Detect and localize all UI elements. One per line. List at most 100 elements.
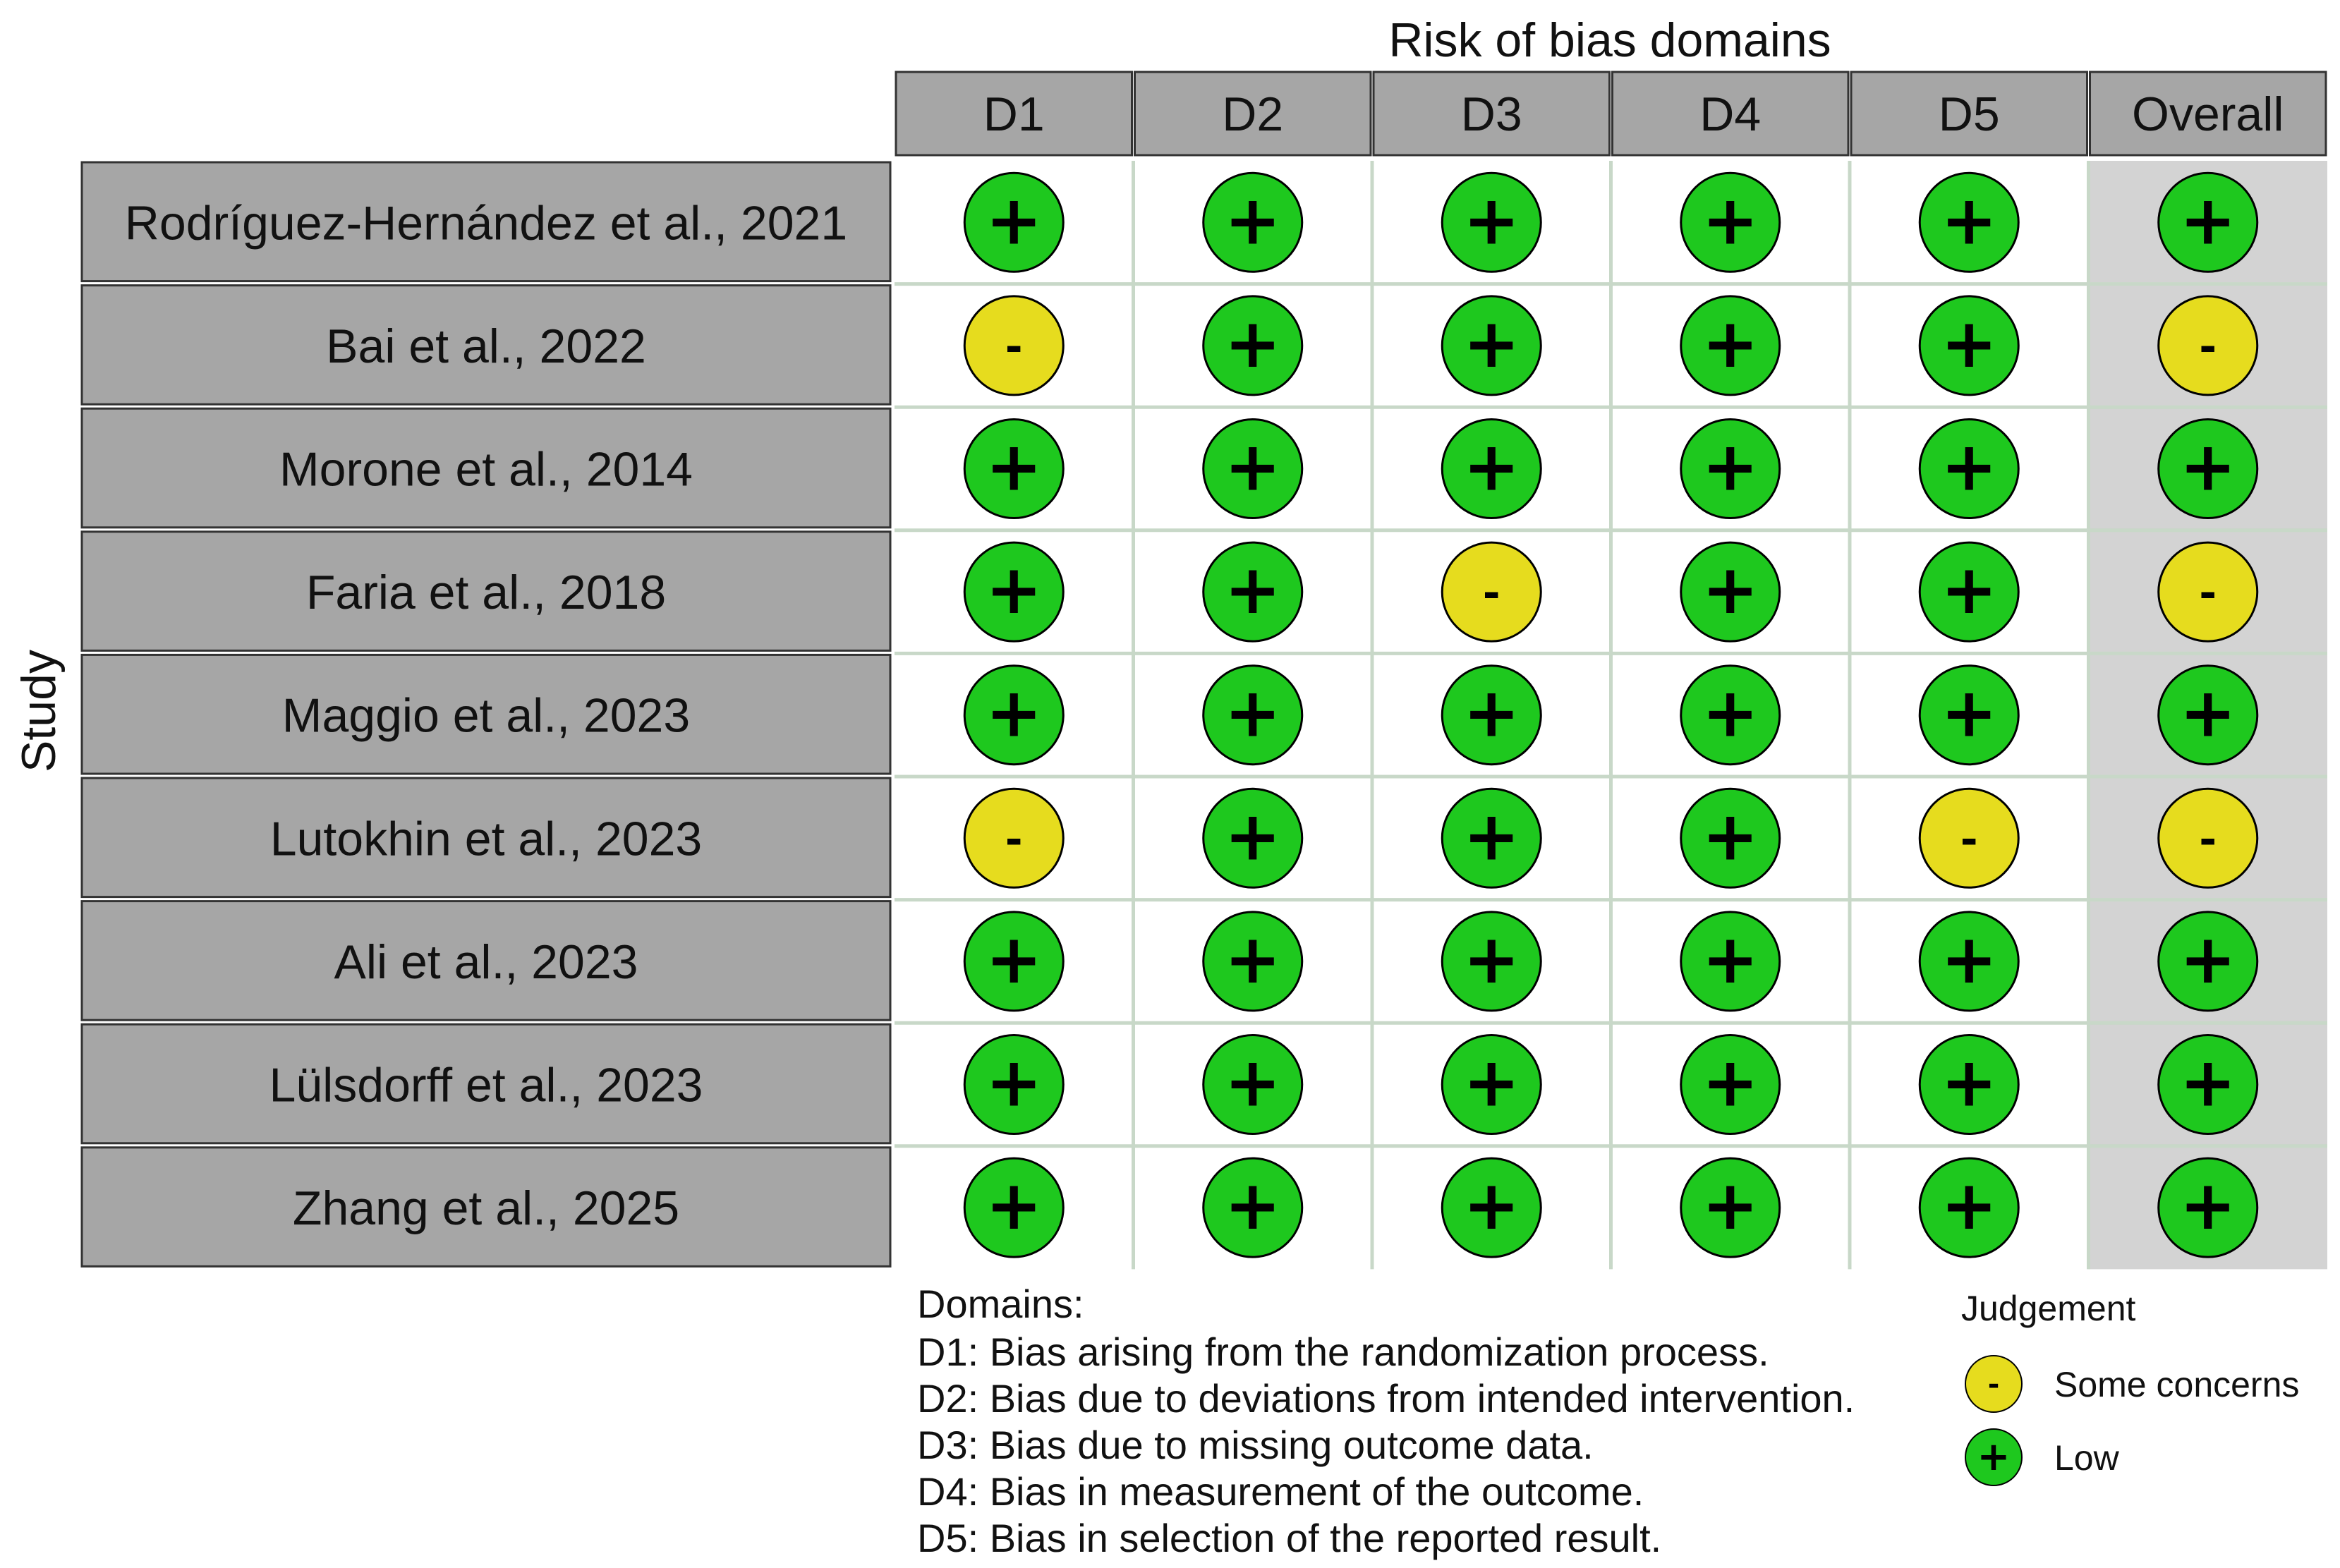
study-label-cell — [80, 1146, 892, 1268]
judgement-symbol: + — [1225, 181, 1281, 260]
study-label: Rodríguez-Hernández et al., 2021 — [125, 196, 847, 250]
judgement-mark-low: + — [963, 541, 1065, 643]
judgement-circle — [1918, 171, 2020, 273]
judgement-symbol: + — [986, 920, 1042, 999]
judgement-symbol: + — [1463, 427, 1520, 506]
judgement-circle — [1918, 1034, 2020, 1135]
judgement-mark-low: + — [1202, 418, 1304, 519]
judgement-symbol: + — [1941, 920, 1997, 999]
study-label: Zhang et al., 2025 — [293, 1181, 679, 1235]
judgement-circle — [1441, 541, 1542, 643]
judgement-mark-low: + — [1441, 787, 1542, 889]
judgement-circle — [1918, 664, 2020, 766]
judgement-mark-low: + — [1202, 911, 1304, 1012]
judgement-circle — [1202, 295, 1304, 396]
judgement-symbol: + — [986, 1166, 1042, 1245]
judgement-circle — [2157, 295, 2259, 396]
judgement-symbol: + — [2180, 1043, 2236, 1122]
judgement-mark-low: + — [1202, 1157, 1304, 1258]
judgement-symbol: + — [1702, 550, 1759, 629]
judgement-mark-low: + — [1680, 664, 1781, 766]
judgement-mark-low: + — [1918, 418, 2020, 519]
judgement-symbol: + — [1941, 1043, 1997, 1122]
judgement-symbol: + — [1702, 427, 1759, 506]
judgement-mark-low: + — [1918, 911, 2020, 1012]
judgement-mark-low: + — [1918, 541, 2020, 643]
judgement-circle — [1441, 911, 1542, 1012]
judgement-legend-label: Low — [2054, 1438, 2120, 1478]
judgement-symbol: + — [2180, 427, 2236, 506]
judgement-mark-low: + — [1202, 295, 1304, 396]
judgement-mark-low: + — [1202, 171, 1304, 273]
study-label: Lutokhin et al., 2023 — [270, 812, 702, 865]
judgement-mark-low: + — [1441, 1157, 1542, 1258]
judgement-circle — [1680, 295, 1781, 396]
judgement-circle — [1441, 1157, 1542, 1258]
judgement-symbol: + — [1941, 181, 1997, 260]
judgement-mark-some: - — [1441, 541, 1542, 643]
judgement-circle — [963, 541, 1065, 643]
judgement-circle — [1680, 1157, 1781, 1258]
judgement-mark-low: + — [1680, 418, 1781, 519]
judgement-circle — [1680, 418, 1781, 519]
judgement-symbol: - — [1005, 322, 1023, 372]
judgement-mark-low: + — [2157, 911, 2259, 1012]
judgement-symbol: + — [1941, 304, 1997, 383]
judgement-symbol: + — [1225, 1043, 1281, 1122]
judgement-mark-low: + — [1441, 911, 1542, 1012]
judgement-mark-low: + — [1680, 1034, 1781, 1135]
y-axis-label: Study — [12, 650, 66, 772]
judgement-circle — [1441, 787, 1542, 889]
judgement-mark-low: + — [1680, 911, 1781, 1012]
judgement-circle — [1202, 664, 1304, 766]
judgement-circle — [2157, 787, 2259, 889]
judgement-mark-low: + — [1202, 787, 1304, 889]
judgement-symbol: + — [2180, 1166, 2236, 1245]
study-label-cell — [80, 530, 892, 652]
judgement-circle — [1918, 541, 2020, 643]
judgement-mark-low: + — [2157, 1034, 2259, 1135]
domain-headers: D1 D2 D3 D4 D5 Overall — [895, 71, 2327, 157]
judgement-circle — [2157, 1034, 2259, 1135]
judgement-symbol: - — [1960, 815, 1978, 864]
judgement-symbol: + — [1225, 427, 1281, 506]
judgement-circle — [1918, 787, 2020, 889]
judgement-legend-label: Some concerns — [2054, 1365, 2299, 1404]
judgement-mark-low: + — [2157, 664, 2259, 766]
judgement-circle — [2157, 664, 2259, 766]
judgement-symbol: + — [1941, 674, 1997, 753]
judgement-circle — [1441, 295, 1542, 396]
judgement-symbol: + — [1702, 304, 1759, 383]
judgement-symbol: + — [986, 427, 1042, 506]
domain-header-cell — [1372, 71, 1611, 157]
judgement-circle — [1918, 911, 2020, 1012]
judgement-mark-low: + — [1680, 295, 1781, 396]
judgement-symbol: + — [1463, 796, 1520, 875]
judgement-symbol: + — [2180, 674, 2236, 753]
judgement-symbol: + — [1941, 550, 1997, 629]
judgement-symbol: - — [2199, 815, 2217, 864]
judgement-circle — [2157, 911, 2259, 1012]
judgement-circle — [2157, 1157, 2259, 1258]
judgement-mark-low: + — [1680, 1157, 1781, 1258]
judgement-symbol: + — [1225, 674, 1281, 753]
judgement-circle — [1680, 664, 1781, 766]
study-label-cell — [80, 1023, 892, 1145]
domains-legend-item: D1: Bias arising from the randomization … — [917, 1330, 1769, 1374]
judgement-symbol: + — [2180, 920, 2236, 999]
judgement-circle — [1202, 418, 1304, 519]
judgement-mark-low: + — [1918, 171, 2020, 273]
study-label: Bai et al., 2022 — [326, 320, 646, 373]
judgement-circle — [2157, 541, 2259, 643]
judgement-circle — [1680, 787, 1781, 889]
judgement-circle — [1918, 1157, 2020, 1258]
judgement-symbol: - — [2199, 569, 2217, 618]
judgement-symbol: + — [1702, 1043, 1759, 1122]
judgement-legend-swatch — [1965, 1355, 2023, 1413]
judgement-mark-low: + — [1441, 295, 1542, 396]
judgement-symbol: + — [986, 550, 1042, 629]
domain-header-label: D2 — [1222, 87, 1283, 141]
judgement-circle — [1202, 1034, 1304, 1135]
study-label-cell — [80, 407, 892, 529]
